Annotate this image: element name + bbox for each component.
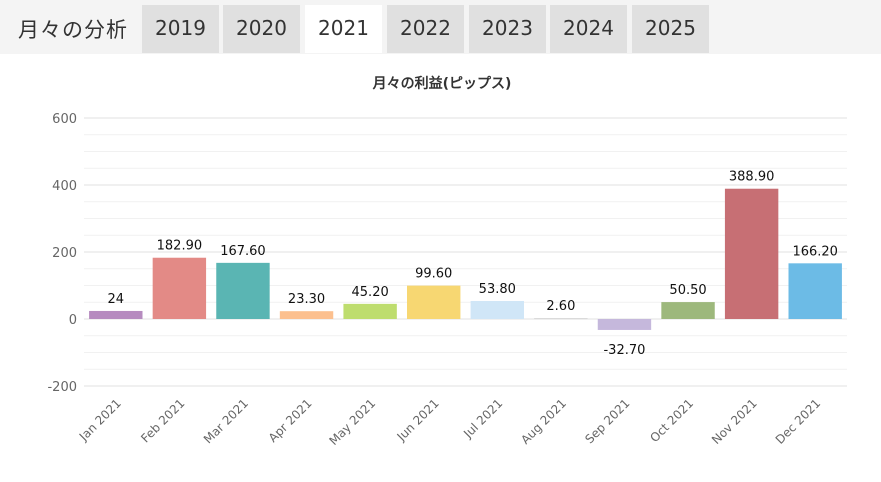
bar-sep-2021[interactable] (597, 319, 652, 330)
x-tick-label: May 2021 (327, 396, 379, 448)
y-tick-label: 600 (52, 112, 77, 127)
data-label: 99.60 (415, 267, 452, 282)
x-tick-label: Nov 2021 (709, 396, 760, 447)
bar-mar-2021[interactable] (216, 262, 270, 319)
data-label: 388.90 (729, 170, 775, 185)
data-label: 167.60 (220, 244, 266, 259)
monthly-profit-chart: 月々の利益(ピップス) 600 400 200 0 -200 24 Jan 2021 182.… (47, 75, 847, 448)
bar-jun-2021[interactable] (407, 285, 461, 319)
data-label: 2.60 (546, 299, 575, 314)
x-tick-label: Apr 2021 (266, 396, 315, 445)
y-tick-label: -200 (47, 380, 77, 395)
tab-2019[interactable]: 2019 (142, 5, 219, 53)
data-label: 182.90 (157, 239, 203, 254)
y-tick-label: 0 (69, 313, 77, 328)
data-label: 45.20 (352, 285, 389, 300)
x-tick-label: Dec 2021 (773, 396, 824, 447)
y-tick-label: 200 (52, 246, 77, 261)
tab-2022[interactable]: 2022 (387, 5, 464, 53)
bar-apr-2021[interactable] (279, 311, 334, 319)
year-tab-bar: 月々の分析 2019 2020 2021 2022 2023 2024 2025 (0, 0, 881, 54)
page-title: 月々の分析 (18, 18, 128, 42)
bar-jan-2021[interactable] (89, 310, 143, 319)
tab-2023[interactable]: 2023 (469, 5, 546, 53)
bar-jul-2021[interactable] (470, 300, 524, 319)
data-label: 24 (108, 292, 125, 307)
x-tick-label: Jun 2021 (394, 396, 442, 444)
x-tick-label: Oct 2021 (647, 396, 696, 445)
x-tick-label: Jul 2021 (460, 396, 505, 441)
data-label: 53.80 (479, 282, 516, 297)
tab-2025[interactable]: 2025 (632, 5, 709, 53)
x-tick-label: Feb 2021 (138, 396, 187, 445)
data-label: 23.30 (288, 292, 325, 307)
x-tick-label: Aug 2021 (518, 396, 569, 447)
x-tick-label: Sep 2021 (582, 396, 632, 446)
tab-2024[interactable]: 2024 (550, 5, 627, 53)
bar-dec-2021[interactable] (788, 263, 842, 319)
y-tick-label: 400 (52, 179, 77, 194)
tab-2020[interactable]: 2020 (223, 5, 300, 53)
chart-container: 月々の利益(ピップス) 600 400 200 0 -200 24 Jan 2021 182.… (0, 54, 881, 478)
chart-title: 月々の利益(ピップス) (372, 75, 512, 92)
data-label: 166.20 (792, 244, 838, 259)
bar-oct-2021[interactable] (661, 302, 715, 319)
bar-may-2021[interactable] (343, 303, 397, 319)
bar-aug-2021[interactable] (534, 318, 588, 320)
data-label: -32.70 (603, 343, 645, 358)
data-label: 50.50 (669, 283, 706, 298)
x-tick-label: Mar 2021 (201, 396, 251, 446)
tab-2021[interactable]: 2021 (305, 5, 382, 53)
x-tick-label: Jan 2021 (76, 396, 124, 444)
bar-nov-2021[interactable] (724, 188, 779, 319)
bar-feb-2021[interactable] (152, 257, 207, 319)
